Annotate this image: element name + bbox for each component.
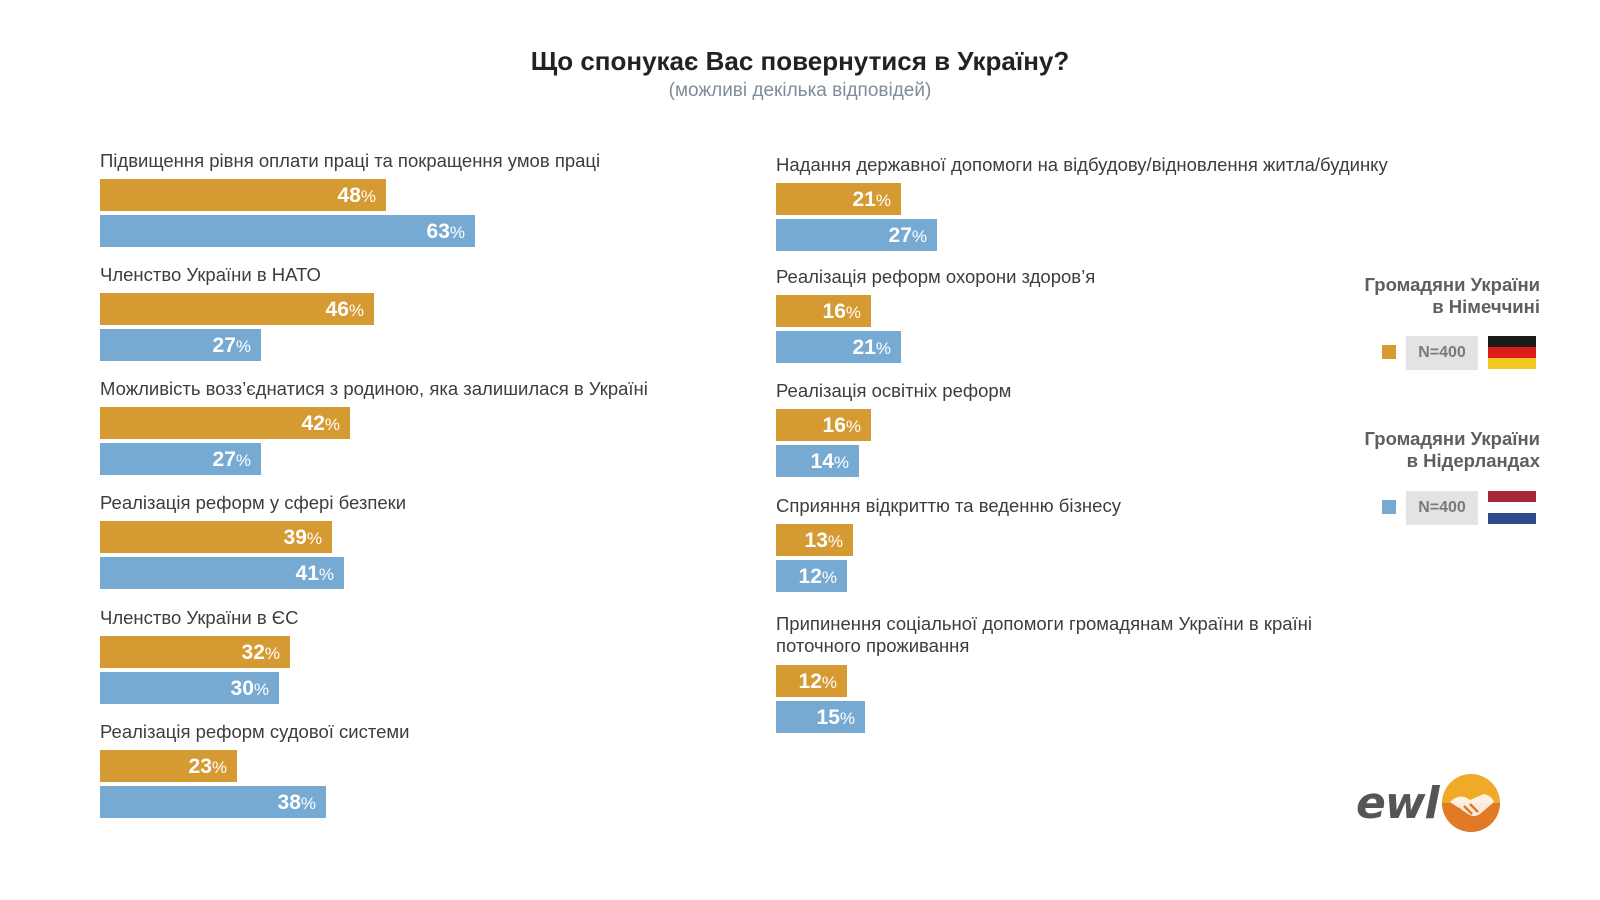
- bar-netherlands: 14%: [776, 445, 859, 477]
- legend-title-line2: в Німеччині: [1432, 296, 1540, 317]
- category-label-line1: Припинення соціальної допомоги громадяна…: [776, 613, 1312, 634]
- handshake-icon: [1442, 774, 1500, 832]
- legend-swatch-germany: [1382, 345, 1396, 359]
- chart-subtitle: (можливі декілька відповідей): [668, 80, 932, 101]
- ewl-logo: ewl: [1356, 772, 1506, 842]
- bar-germany: 32%: [100, 636, 290, 668]
- bar-netherlands: 15%: [776, 701, 865, 733]
- category-label-line2: поточного проживання: [776, 635, 970, 656]
- bar-netherlands: 41%: [100, 557, 344, 589]
- bar-germany: 23%: [100, 750, 237, 782]
- bar-value-label: 27%: [888, 224, 927, 247]
- bar-value-label: 30%: [230, 677, 269, 700]
- bar-germany: 21%: [776, 183, 901, 215]
- category-label-line1: Реалізація реформ судової системи: [100, 721, 410, 742]
- bar-value-label: 16%: [822, 300, 861, 323]
- legend-title-germany: Громадяни України в Німеччині: [1365, 274, 1541, 318]
- bar-value-label: 16%: [822, 414, 861, 437]
- category-label: Членство України в НАТО: [100, 264, 321, 286]
- category-label-line1: Можливість возз’єднатися з родиною, яка …: [100, 378, 648, 399]
- category-label: Сприяння відкриттю та веденню бізнесу: [776, 495, 1121, 517]
- legend-n-netherlands: N=400: [1406, 491, 1478, 525]
- category-label: Можливість возз’єднатися з родиною, яка …: [100, 378, 648, 400]
- bar-value-label: 27%: [212, 448, 251, 471]
- bar-value-label: 42%: [301, 412, 340, 435]
- bar-netherlands: 12%: [776, 560, 847, 592]
- legend-title-line1: Громадяни України: [1364, 428, 1541, 449]
- category-label-line1: Членство України в ЄС: [100, 607, 299, 628]
- bar-netherlands: 27%: [100, 329, 261, 361]
- bar-germany: 16%: [776, 295, 871, 327]
- legend-title-line2: в Нідерландах: [1406, 450, 1540, 471]
- bar-value-label: 38%: [277, 791, 316, 814]
- legend-n-germany: N=400: [1406, 336, 1478, 370]
- bar-value-label: 41%: [295, 562, 334, 585]
- bar-value-label: 12%: [798, 670, 837, 693]
- bar-value-label: 46%: [325, 298, 364, 321]
- bar-netherlands: 38%: [100, 786, 326, 818]
- bar-netherlands: 27%: [776, 219, 937, 251]
- category-label-line1: Підвищення рівня оплати праці та покраще…: [100, 150, 601, 171]
- legend-swatch-netherlands: [1382, 500, 1396, 514]
- bar-germany: 39%: [100, 521, 332, 553]
- category-label-line1: Членство України в НАТО: [100, 264, 321, 285]
- germany-flag: [1488, 336, 1536, 369]
- category-label-line1: Реалізація реформ охорони здоров’я: [776, 266, 1096, 287]
- category-label-line1: Реалізація реформ у сфері безпеки: [100, 492, 407, 513]
- category-label: Підвищення рівня оплати праці та покраще…: [100, 150, 600, 172]
- bar-value-label: 21%: [852, 188, 891, 211]
- bar-value-label: 14%: [810, 450, 849, 473]
- bar-value-label: 12%: [798, 565, 837, 588]
- bar-value-label: 63%: [426, 220, 465, 243]
- bar-value-label: 15%: [816, 706, 855, 729]
- bar-value-label: 27%: [212, 334, 251, 357]
- category-label: Реалізація реформ у сфері безпеки: [100, 492, 406, 514]
- chart-title: Що спонукає Вас повернутися в Україну?: [530, 46, 1070, 76]
- legend-title-line1: Громадяни України: [1364, 274, 1541, 295]
- bar-value-label: 13%: [804, 529, 843, 552]
- legend-title-netherlands: Громадяни України в Нідерландах: [1365, 428, 1541, 472]
- bar-value-label: 23%: [188, 755, 227, 778]
- bar-value-label: 32%: [241, 641, 280, 664]
- category-label: Членство України в ЄС: [100, 607, 298, 629]
- category-label-line1: Реалізація освітніх реформ: [776, 380, 1012, 401]
- bar-germany: 16%: [776, 409, 871, 441]
- bar-netherlands: 27%: [100, 443, 261, 475]
- bar-value-label: 48%: [337, 184, 376, 207]
- bar-germany: 48%: [100, 179, 386, 211]
- logo-text: ewl: [1356, 778, 1440, 829]
- bar-germany: 42%: [100, 407, 350, 439]
- netherlands-flag: [1488, 491, 1536, 524]
- bar-value-label: 39%: [283, 526, 322, 549]
- bar-netherlands: 63%: [100, 215, 475, 247]
- bar-netherlands: 30%: [100, 672, 279, 704]
- category-label-line1: Сприяння відкриттю та веденню бізнесу: [776, 495, 1121, 516]
- category-label: Реалізація реформ охорони здоров’я: [776, 266, 1095, 288]
- bar-germany: 46%: [100, 293, 374, 325]
- category-label-line1: Надання державної допомоги на відбудову/…: [776, 154, 1388, 175]
- category-label: Реалізація освітніх реформ: [776, 380, 1011, 402]
- category-label: Надання державної допомоги на відбудову/…: [776, 154, 1388, 176]
- bar-netherlands: 21%: [776, 331, 901, 363]
- bar-value-label: 21%: [852, 336, 891, 359]
- category-label: Реалізація реформ судової системи: [100, 721, 409, 743]
- category-label: Припинення соціальної допомоги громадяна…: [776, 613, 1312, 657]
- bar-germany: 13%: [776, 524, 853, 556]
- bar-germany: 12%: [776, 665, 847, 697]
